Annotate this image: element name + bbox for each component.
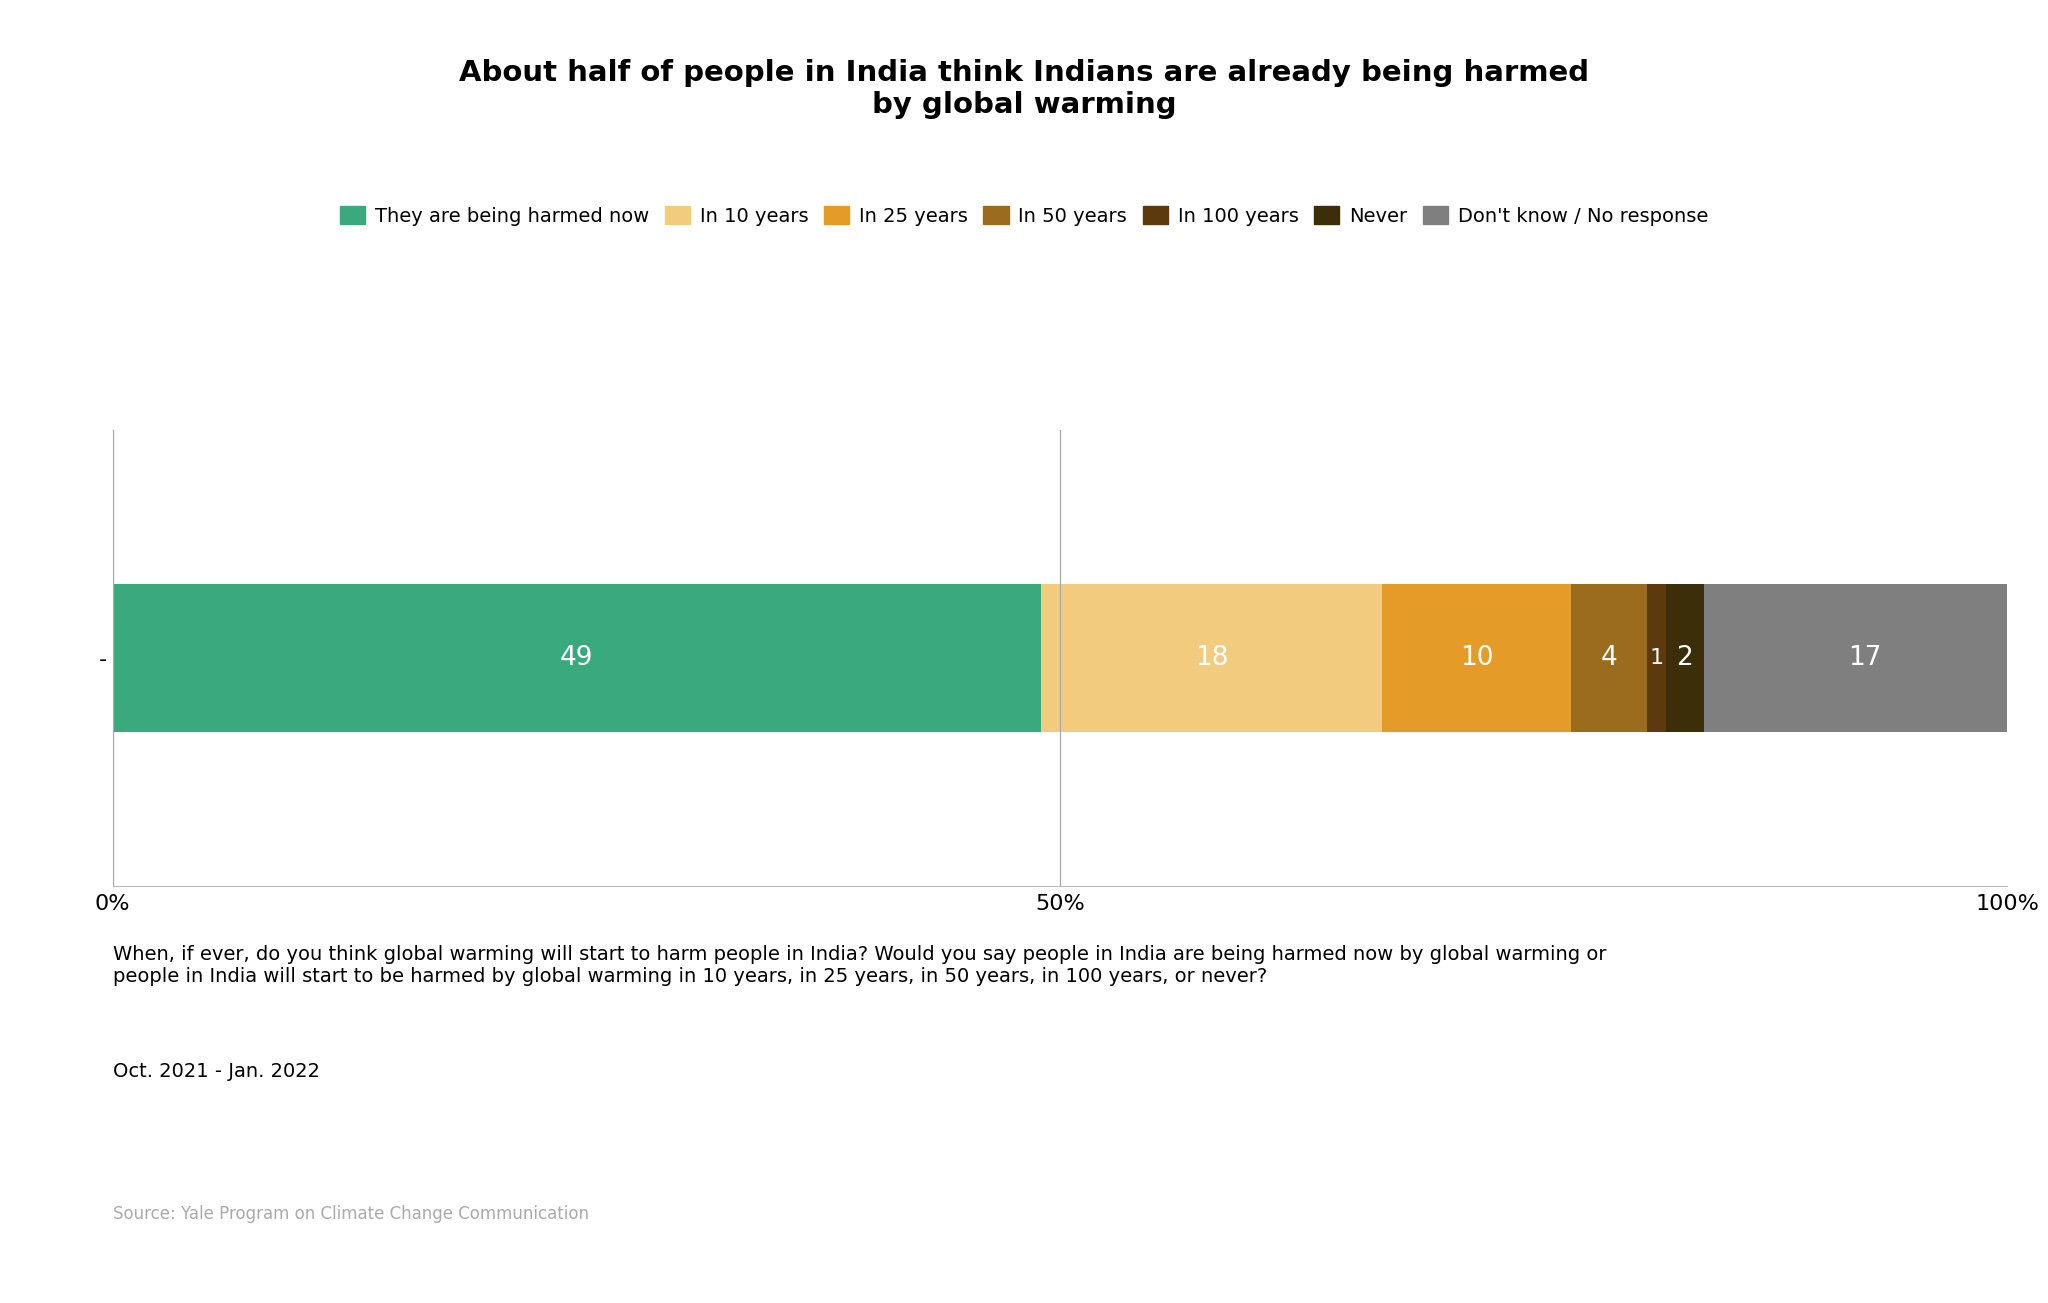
Legend: They are being harmed now, In 10 years, In 25 years, In 50 years, In 100 years, : They are being harmed now, In 10 years, … [332, 198, 1716, 233]
Bar [1382, 584, 1571, 732]
Text: 49: 49 [559, 645, 594, 671]
Bar [1647, 584, 1667, 732]
Text: 2: 2 [1677, 645, 1694, 671]
Bar [1040, 584, 1382, 732]
Text: 17: 17 [1847, 645, 1882, 671]
Text: When, if ever, do you think global warming will start to harm people in India? W: When, if ever, do you think global warmi… [113, 945, 1606, 985]
Text: 4: 4 [1602, 645, 1618, 671]
Text: Oct. 2021 - Jan. 2022: Oct. 2021 - Jan. 2022 [113, 1062, 319, 1081]
Text: About half of people in India think Indians are already being harmed
by global w: About half of people in India think Indi… [459, 59, 1589, 119]
Bar [1704, 584, 2025, 732]
Bar [1667, 584, 1704, 732]
Bar [113, 584, 1040, 732]
Bar [1571, 584, 1647, 732]
Text: 10: 10 [1460, 645, 1493, 671]
Text: 1: 1 [1649, 648, 1663, 668]
Text: Source: Yale Program on Climate Change Communication: Source: Yale Program on Climate Change C… [113, 1205, 588, 1224]
Text: 18: 18 [1194, 645, 1229, 671]
